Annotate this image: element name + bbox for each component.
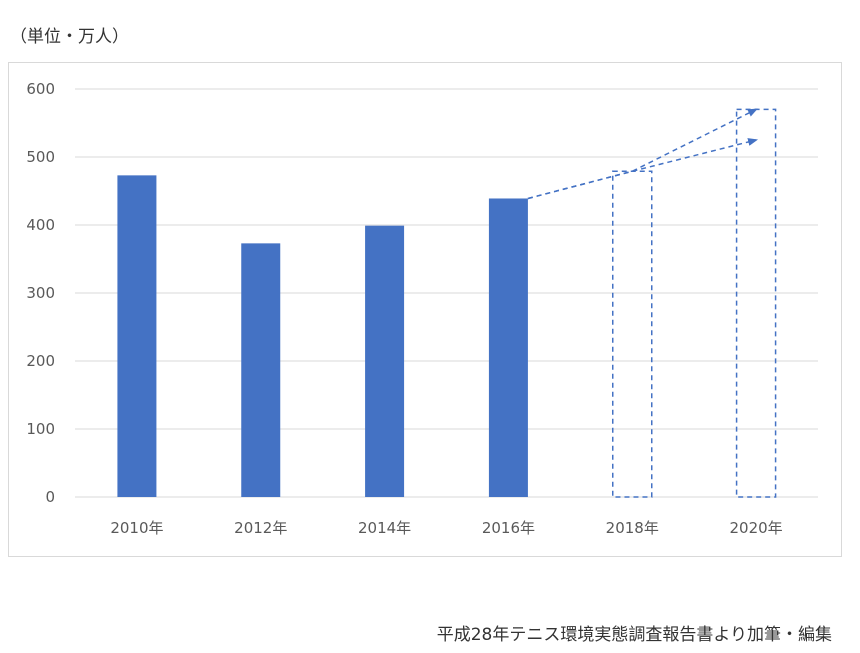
bar xyxy=(117,175,157,498)
bar xyxy=(365,225,405,497)
y-tick-label: 300 xyxy=(26,284,55,302)
bar xyxy=(488,198,528,498)
projections xyxy=(527,108,777,498)
projected-bar xyxy=(612,170,653,498)
y-tick-label: 0 xyxy=(45,488,55,506)
bars xyxy=(117,175,528,498)
x-tick-label: 2010年 xyxy=(110,519,163,537)
grid-lines xyxy=(75,88,818,498)
x-tick-label: 2016年 xyxy=(482,519,535,537)
x-tick-label: 2018年 xyxy=(606,519,659,537)
projection-arrow xyxy=(527,108,758,200)
y-tick-label: 400 xyxy=(26,216,55,234)
y-tick-label: 500 xyxy=(26,148,55,166)
y-axis-ticks: 0 100 200 300 400 500 600 xyxy=(26,80,55,506)
x-tick-label: 2020年 xyxy=(729,519,782,537)
x-axis-ticks: 2010年 2012年 2014年 2016年 2018年 2020年 xyxy=(110,519,782,537)
unit-label: （単位・万人） xyxy=(10,27,129,47)
x-tick-label: 2014年 xyxy=(358,519,411,537)
y-tick-label: 600 xyxy=(26,80,55,98)
y-tick-label: 100 xyxy=(26,420,55,438)
bar xyxy=(241,243,281,497)
y-tick-label: 200 xyxy=(26,352,55,370)
x-tick-label: 2012年 xyxy=(234,519,287,537)
source-note: 平成28年テニス環境実態調査報告書より加筆・編集 xyxy=(436,625,832,645)
projection-arrow xyxy=(527,138,759,200)
projected-bar xyxy=(735,108,777,498)
